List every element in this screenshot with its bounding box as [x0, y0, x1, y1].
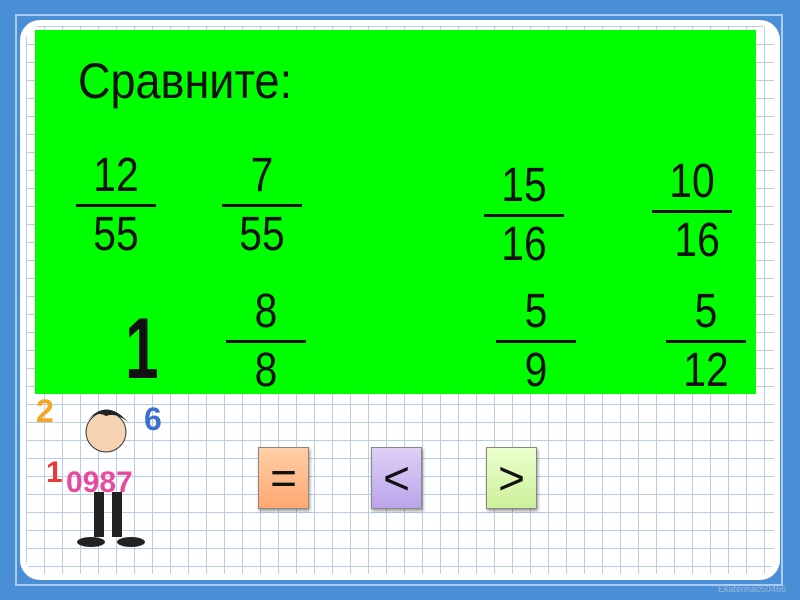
numerator: 10 [669, 155, 715, 208]
less-than-button[interactable]: < [371, 447, 422, 509]
whole-number-1: 1 [125, 301, 159, 397]
denominator: 8 [254, 344, 278, 397]
equal-button[interactable]: = [258, 447, 309, 509]
watermark: Ekaterina050466 [717, 584, 786, 594]
fraction-5-12: 5 12 [666, 288, 746, 395]
numerator: 15 [501, 159, 547, 212]
fraction-bar [652, 210, 732, 213]
numerator: 5 [694, 285, 718, 338]
denominator: 16 [674, 214, 720, 267]
page-title: Сравните: [78, 53, 293, 109]
denominator: 55 [239, 208, 285, 261]
svg-text:6: 6 [144, 401, 162, 437]
denominator: 9 [524, 344, 548, 397]
numerator: 7 [250, 149, 274, 202]
fraction-bar [666, 340, 746, 343]
svg-text:2: 2 [36, 393, 54, 429]
fraction-bar [226, 340, 306, 343]
fraction-bar [484, 214, 564, 217]
task-panel [35, 30, 756, 394]
greater-than-button[interactable]: > [486, 447, 537, 509]
numerator: 8 [254, 285, 278, 338]
fraction-10-16: 10 16 [652, 158, 732, 265]
boy-with-numbers-illustration: 2 6 1 0987 [36, 393, 162, 547]
denominator: 12 [683, 344, 729, 397]
fraction-bar [496, 340, 576, 343]
fraction-15-16: 15 16 [484, 162, 564, 269]
fraction-bar [76, 204, 156, 207]
fraction-12-55: 12 55 [76, 152, 156, 259]
denominator: 55 [93, 208, 139, 261]
fraction-bar [222, 204, 302, 207]
svg-text:1: 1 [46, 456, 63, 489]
slide-frame [15, 14, 783, 586]
fraction-7-55: 7 55 [222, 152, 302, 259]
numerator: 12 [93, 149, 139, 202]
denominator: 16 [501, 218, 547, 271]
numerator: 5 [524, 285, 548, 338]
